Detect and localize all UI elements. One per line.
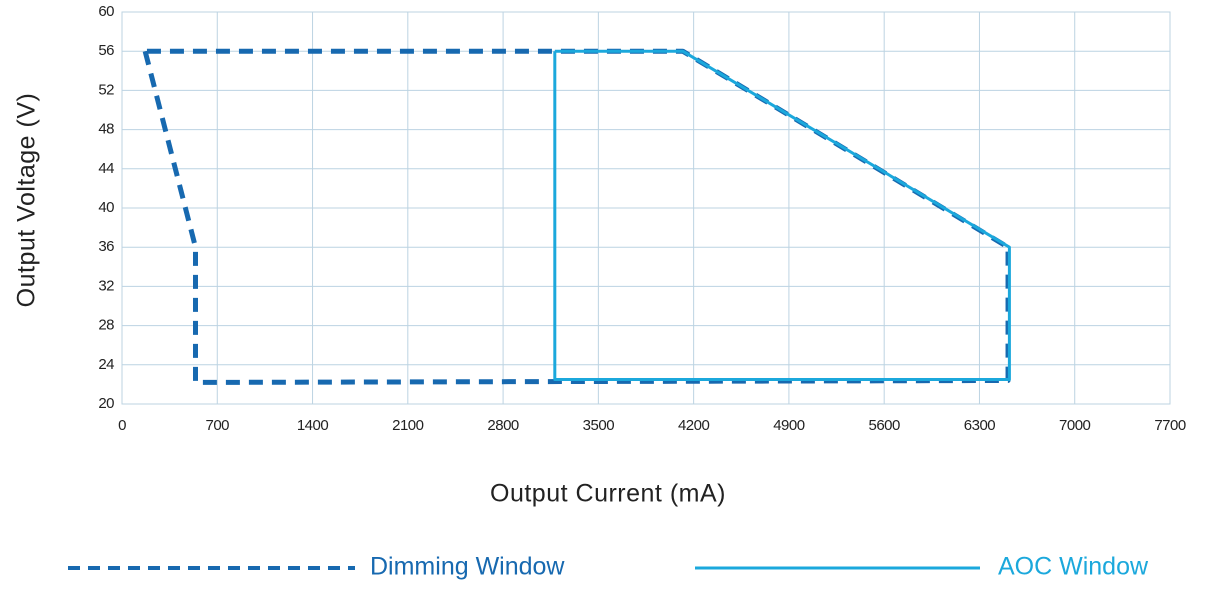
- y-tick-label: 24: [98, 356, 114, 373]
- legend-label: AOC Window: [998, 553, 1149, 581]
- x-tick-label: 2800: [487, 417, 519, 434]
- y-tick-label: 40: [98, 199, 114, 216]
- x-tick-label: 1400: [297, 417, 329, 434]
- y-tick-label: 60: [98, 3, 114, 20]
- y-tick-label: 52: [98, 81, 114, 98]
- y-tick-label: 28: [98, 317, 114, 334]
- x-tick-label: 6300: [964, 417, 996, 434]
- x-tick-label: 4900: [773, 417, 805, 434]
- x-tick-label: 3500: [583, 417, 615, 434]
- legend-label: Dimming Window: [370, 553, 565, 581]
- x-tick-label: 7000: [1059, 417, 1091, 434]
- x-tick-label: 5600: [868, 417, 900, 434]
- y-tick-label: 36: [98, 238, 114, 255]
- y-tick-label: 48: [98, 121, 114, 138]
- y-axis-title: Output Voltage (V): [13, 93, 41, 308]
- series-line: [142, 48, 1011, 385]
- x-tick-label: 700: [206, 417, 230, 434]
- y-tick-label: 32: [98, 277, 114, 294]
- x-tick-label: 7700: [1154, 417, 1186, 434]
- x-tick-label: 4200: [678, 417, 710, 434]
- x-tick-label: 2100: [392, 417, 424, 434]
- plot-border: [121, 11, 1171, 405]
- y-tick-label: 44: [98, 160, 114, 177]
- series-line: [553, 49, 1011, 381]
- x-tick-label: 0: [118, 417, 126, 434]
- x-axis-title: Output Current (mA): [490, 480, 726, 508]
- y-tick-label: 20: [98, 395, 114, 412]
- y-tick-label: 56: [98, 42, 114, 59]
